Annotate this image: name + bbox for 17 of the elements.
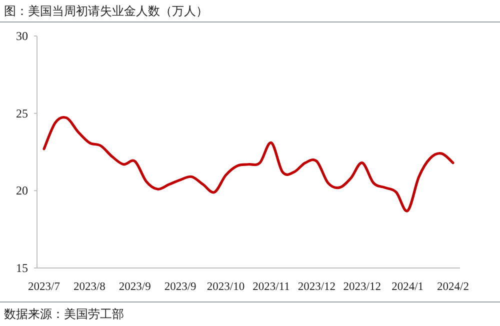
x-tick-label: 2023/12: [343, 281, 382, 293]
y-tick-label: 15: [16, 261, 28, 275]
x-tick-label: 2023/7: [28, 281, 60, 293]
x-tick-label: 2023/10: [206, 281, 245, 293]
x-tick-label: 2023/11: [252, 281, 290, 293]
x-tick-label: 2024/2: [437, 281, 470, 293]
x-tick-label: 2023/9: [164, 281, 197, 293]
y-tick-label: 20: [16, 184, 28, 198]
chart-title: 图：美国当周初请失业金人数（万人）: [4, 4, 208, 18]
x-tick-label: 2023/12: [298, 281, 336, 293]
line-series: [42, 116, 454, 212]
source-note: 数据来源：美国劳工部: [4, 307, 124, 321]
x-tick-label: 2023/9: [118, 281, 152, 293]
x-tick-label: 2024/1: [392, 281, 424, 293]
y-tick-label: 25: [16, 106, 28, 120]
y-tick-label: 30: [16, 29, 28, 43]
x-tick-label: 2023/8: [73, 281, 106, 293]
